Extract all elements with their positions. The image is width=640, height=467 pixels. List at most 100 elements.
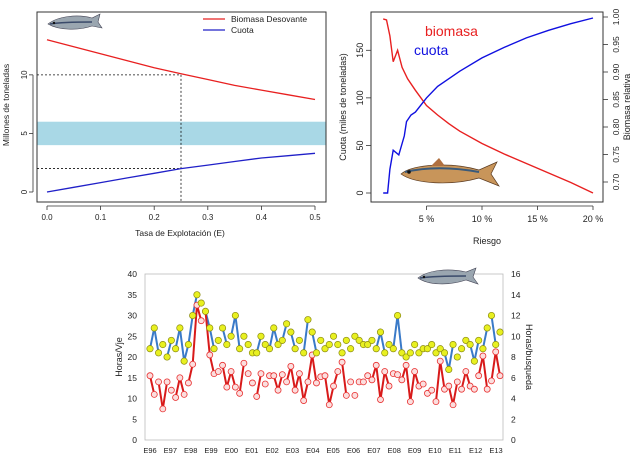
y-tick-label: 5	[20, 131, 29, 136]
horas-vje-point	[458, 345, 466, 353]
plot-frame	[370, 11, 604, 203]
y-left-tick-label: 150	[355, 43, 365, 58]
horas-vje-point	[214, 336, 222, 344]
horas-vje-point	[496, 328, 504, 336]
horas-busqueda-point	[428, 386, 436, 394]
x-axis-ticks: E96 E97 E98 E99 E00 E01 E02 E03 E04 E05 E06 E07 E08 E…	[143, 446, 502, 455]
horas-vje-point	[236, 345, 244, 353]
horas-busqueda-stem	[157, 381, 164, 410]
chart-exploitation-rate: 0.0 0.1 0.2 0.3 0.4 0.5 0 5 10 Tasa de Explotac…	[1, 11, 327, 238]
y-left-tick-label: 10	[128, 394, 138, 404]
horas-busqueda-point	[300, 397, 308, 404]
horas-vje-point	[381, 349, 389, 357]
x-tick-label: E11	[449, 446, 462, 455]
horas-vje-point	[368, 336, 376, 344]
horas-vje-point	[189, 311, 197, 320]
horas-vje-point	[492, 340, 500, 349]
y-right-tick-label: 16	[511, 269, 521, 279]
horas-busqueda-point	[470, 385, 478, 393]
plot-frame	[144, 273, 504, 441]
horas-busqueda-point	[155, 378, 162, 386]
horas-busqueda-stem	[494, 351, 501, 376]
horas-busqueda-point	[257, 370, 265, 378]
horas-busqueda-point	[304, 378, 312, 386]
horas-busqueda-point	[398, 376, 406, 384]
x-tick-label: 0.5	[309, 213, 321, 222]
y-left-tick-label: 35	[128, 290, 138, 300]
horas-busqueda-stem	[324, 375, 331, 405]
y-right-tick-label: 0.75	[611, 146, 621, 163]
x-tick-label: E07	[367, 446, 380, 455]
horas-vje-point	[172, 345, 180, 353]
horas-busqueda-point	[167, 386, 175, 394]
horas-busqueda-point	[163, 378, 171, 386]
y-right-tick-label: 6	[511, 373, 516, 383]
horas-busqueda-point	[295, 370, 303, 378]
x-tick-label: E97	[164, 446, 177, 455]
horas-vje-point	[347, 345, 355, 353]
horas-vje-point	[270, 324, 278, 332]
horas-vje-point	[223, 340, 231, 349]
horas-busqueda-point	[227, 368, 235, 375]
y-right-tick-label: 2	[511, 414, 516, 424]
horas-busqueda-point	[372, 361, 380, 369]
horas-busqueda-point	[278, 371, 286, 379]
horas-busqueda-stem	[490, 351, 497, 382]
horas-vje-point	[295, 336, 303, 344]
horas-vje-point	[423, 345, 431, 353]
horas-vje-point	[398, 349, 406, 357]
horas-vje-point	[466, 340, 474, 349]
series-label-cuota: cuota	[414, 42, 448, 58]
x-axis-label: Riesgo	[473, 236, 501, 246]
x-axis-label: Tasa de Explotación (E)	[135, 228, 225, 238]
horas-busqueda-point	[244, 370, 252, 378]
y-axis-right-label: Horas/busqueda	[524, 324, 534, 390]
horas-vje-stem	[392, 315, 399, 349]
y-axis-ticks: 0 5 10	[20, 70, 34, 194]
horas-vje-point	[180, 357, 188, 365]
y-axis-left-ticks: 0 50 100 150	[355, 43, 371, 196]
horas-vje-point	[274, 340, 282, 349]
horas-vje-stem	[187, 315, 194, 345]
horas-vje-point	[197, 299, 205, 307]
x-tick-label: E09	[408, 446, 421, 455]
horas-busqueda-point	[496, 372, 504, 380]
horas-vje-point	[342, 336, 350, 344]
x-tick-label: E03	[286, 446, 299, 455]
y-left-tick-label: 40	[128, 269, 138, 279]
y-right-tick-label: 12	[511, 311, 521, 321]
x-tick-label: 0.4	[256, 213, 268, 222]
series-group	[46, 39, 316, 193]
x-tick-label: 10 %	[472, 214, 493, 224]
horas-vje-point	[265, 345, 274, 353]
horas-vje-point	[184, 340, 192, 349]
series-line-cuota	[46, 152, 316, 193]
x-tick-label: E99	[204, 446, 217, 455]
x-tick-label: E96	[143, 446, 156, 455]
horas-vje-point	[334, 340, 342, 349]
horas-busqueda-point	[236, 389, 244, 397]
horas-vje-point	[385, 340, 393, 349]
horas-vje-point	[389, 345, 397, 353]
y-right-tick-label: 0.70	[611, 173, 621, 190]
x-tick-label: E98	[184, 446, 197, 455]
horas-busqueda-point	[240, 359, 248, 367]
horas-busqueda-point	[334, 368, 342, 375]
quota-target-band	[37, 121, 326, 146]
horas-vje-point	[453, 353, 461, 361]
horas-busqueda-stem	[191, 305, 198, 365]
x-tick-label: E05	[326, 446, 339, 455]
y-left-tick-label: 15	[128, 373, 138, 383]
horas-vje-point	[206, 324, 214, 332]
legend-label-cuota: Cuota	[231, 25, 254, 35]
horas-busqueda-point	[419, 380, 427, 388]
horas-busqueda-point	[479, 352, 487, 360]
horas-busqueda-point	[458, 385, 465, 393]
horas-busqueda-point	[150, 390, 158, 398]
x-tick-label: 0.2	[149, 213, 161, 222]
y-right-tick-label: 1.00	[611, 8, 621, 25]
x-tick-label: E06	[347, 446, 360, 455]
horas-vje-point	[406, 349, 414, 357]
y-left-tick-label: 0	[355, 190, 365, 195]
